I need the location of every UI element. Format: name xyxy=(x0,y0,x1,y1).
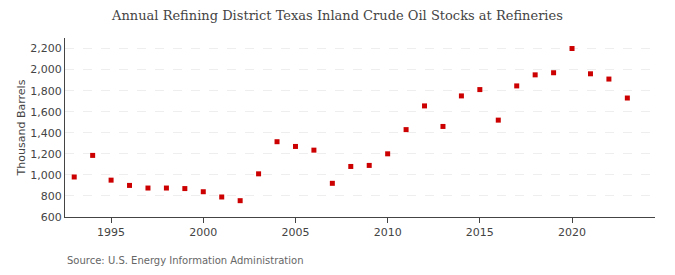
svg-text:2,200: 2,200 xyxy=(30,42,62,55)
svg-text:800: 800 xyxy=(41,190,62,203)
svg-text:1,200: 1,200 xyxy=(30,148,62,161)
svg-text:Thousand Barrels: Thousand Barrels xyxy=(15,79,28,176)
svg-text:1,000: 1,000 xyxy=(30,169,62,182)
svg-text:1,600: 1,600 xyxy=(30,106,62,119)
svg-text:Annual Refining District Texas: Annual Refining District Texas Inland Cr… xyxy=(111,8,563,23)
svg-text:2015: 2015 xyxy=(466,226,494,239)
svg-text:1,400: 1,400 xyxy=(30,127,62,140)
svg-text:1995: 1995 xyxy=(97,226,125,239)
svg-text:2000: 2000 xyxy=(189,226,217,239)
svg-text:Source: U.S. Energy Informatio: Source: U.S. Energy Information Administ… xyxy=(67,255,304,266)
svg-text:2005: 2005 xyxy=(281,226,309,239)
svg-text:1,800: 1,800 xyxy=(30,85,62,98)
svg-text:2,000: 2,000 xyxy=(30,63,62,76)
svg-text:600: 600 xyxy=(41,211,62,224)
svg-text:2020: 2020 xyxy=(558,226,586,239)
svg-text:2010: 2010 xyxy=(374,226,402,239)
